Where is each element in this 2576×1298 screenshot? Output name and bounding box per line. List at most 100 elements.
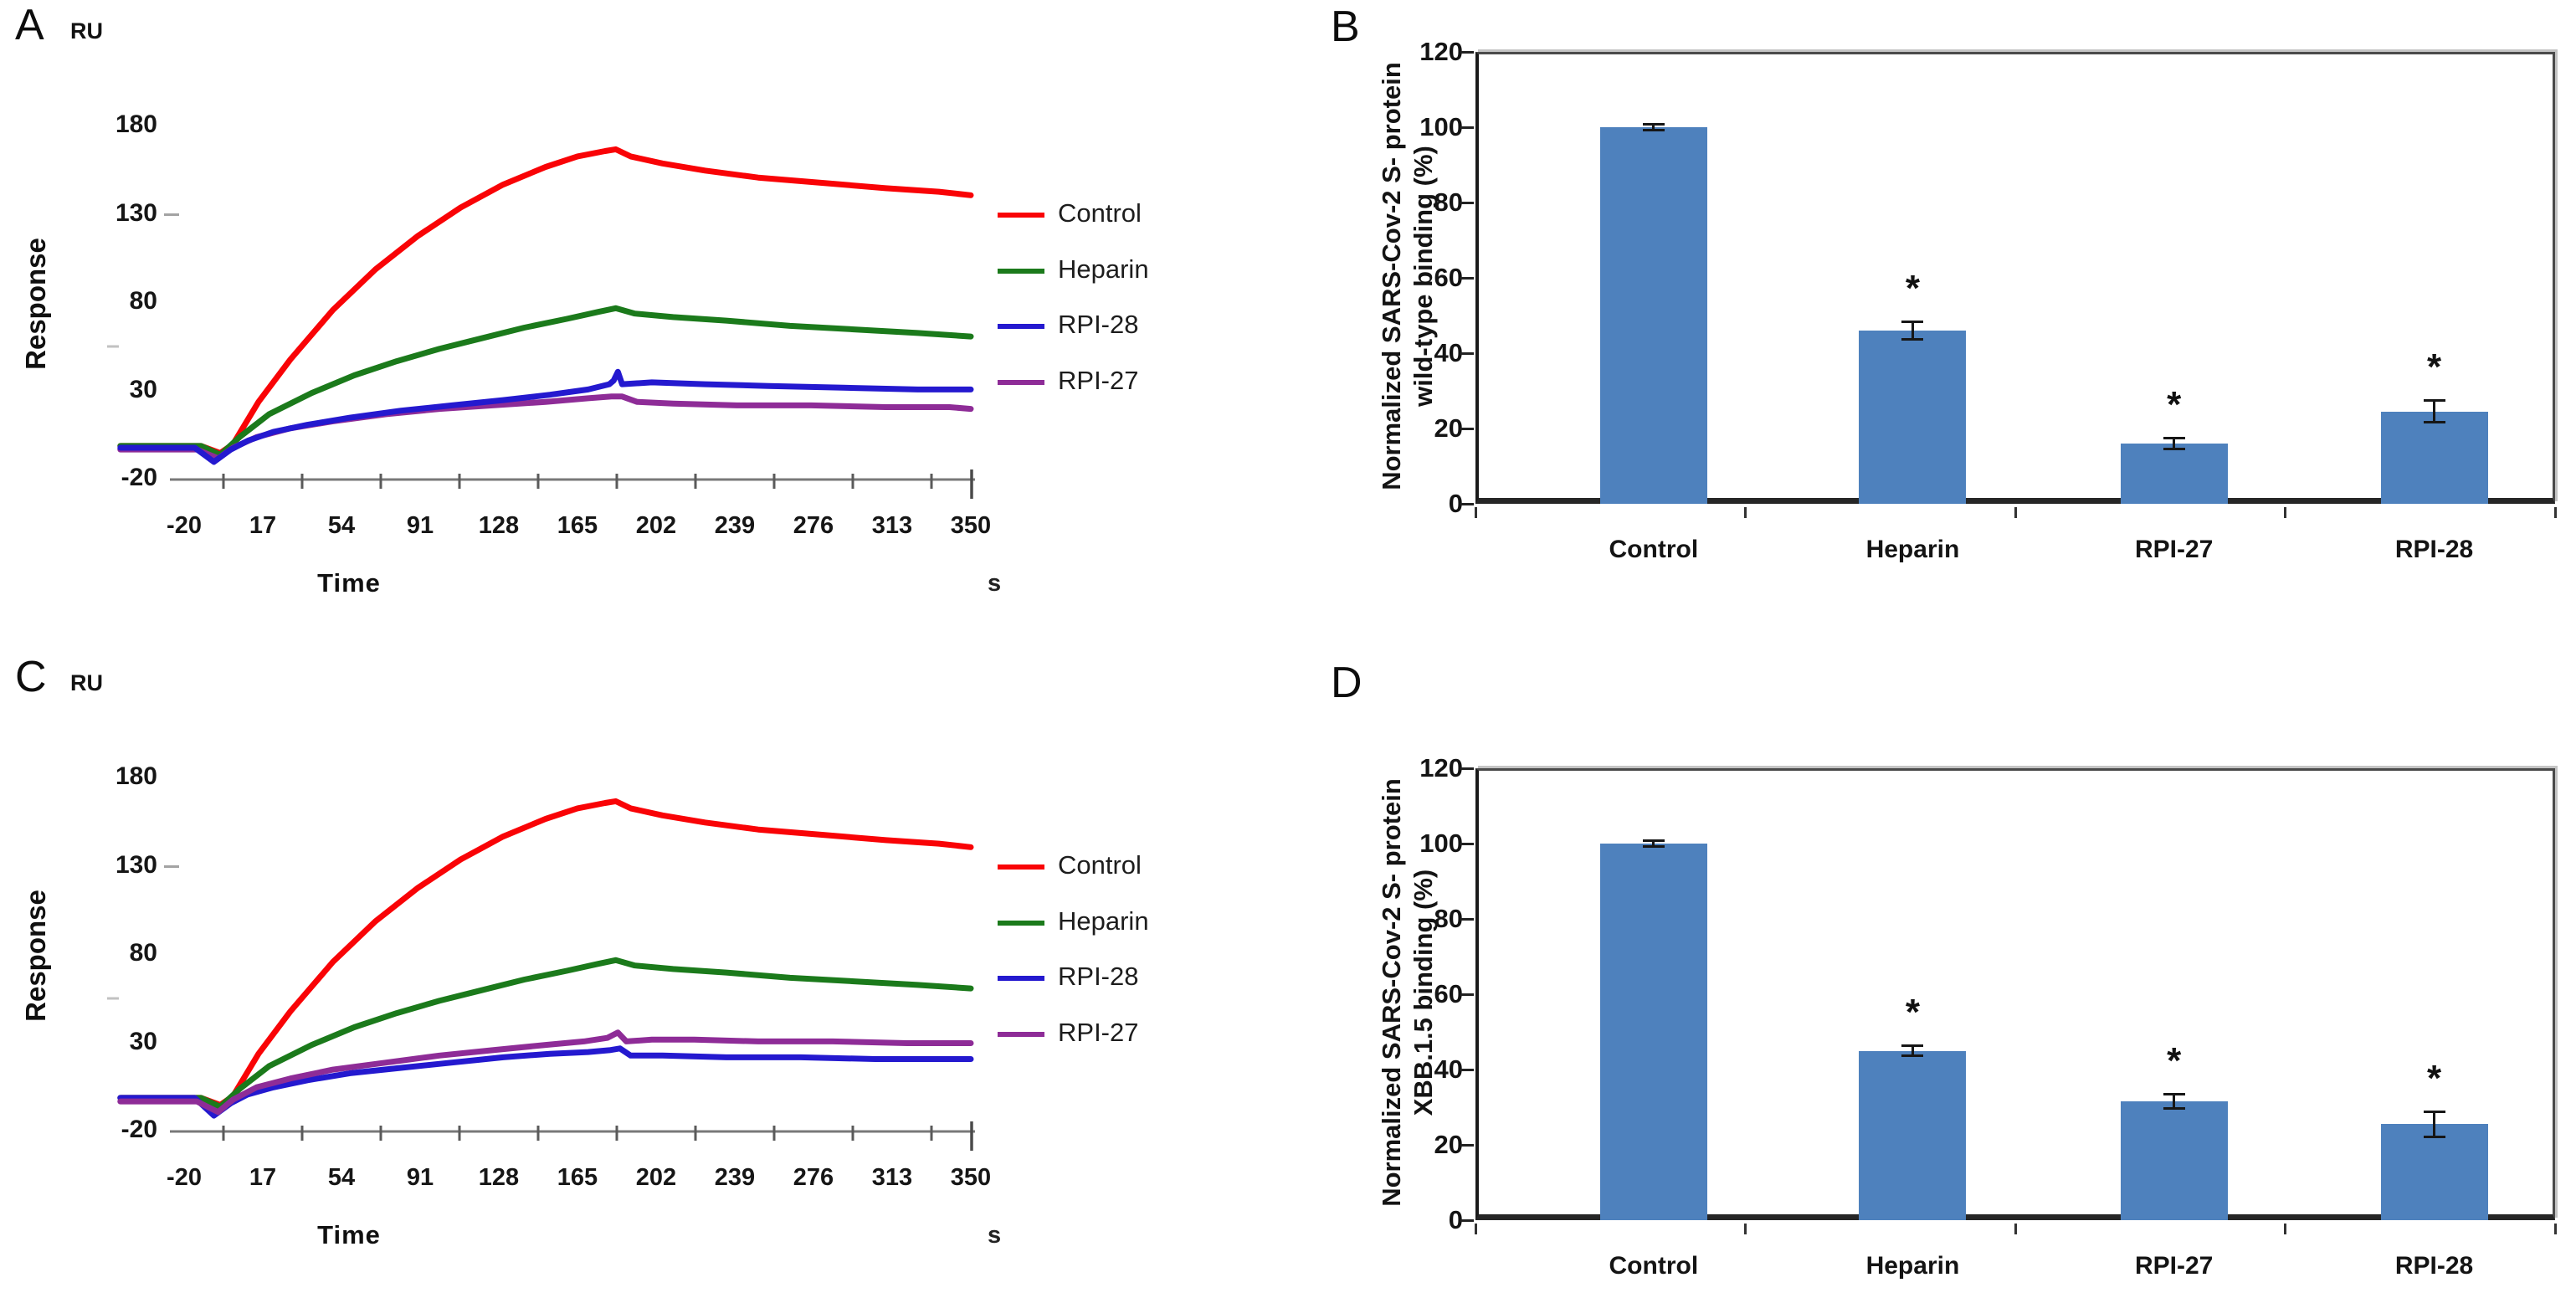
x-tick-mark (1474, 507, 1477, 518)
x-category-label: Heparin (1865, 1252, 1960, 1280)
x-category-label: RPI-28 (2394, 536, 2474, 563)
x-tick-label: 313 (871, 512, 913, 539)
x-tick-mark (2284, 1224, 2286, 1234)
y-tick-mark (1460, 202, 1474, 204)
x-tick-label: 350 (950, 1164, 992, 1191)
y-tick-label: 130 (115, 850, 157, 879)
plot-frame (1475, 52, 2555, 504)
x-tick-label: -20 (167, 1164, 202, 1191)
y-tick-label: 0 (1448, 1205, 1463, 1234)
y-tick-label: 30 (129, 1027, 157, 1055)
panel-a-sensorgram-wildtype: A RU Response Time s 180 130 80 30 -20 -20 17 5… (0, 0, 1296, 652)
barchart-plot-area: 120 100 80 60 40 20 0 Control * Heparin * RPI-27 * RP… (1306, 0, 2576, 652)
legend-swatch-rpi-27 (998, 379, 1044, 385)
legend-label: Heparin (1058, 906, 1149, 936)
y-tick-mark (1460, 1219, 1474, 1222)
y-tick-mark (1460, 767, 1474, 770)
x-tick-mark (2553, 507, 2557, 518)
panel-d-barchart-xbb15: D Normalized SARS-Cov-2 S- protein XBB.1… (1306, 653, 2576, 1298)
y-tick-label: -20 (121, 464, 157, 491)
error-bar (2433, 1111, 2436, 1137)
x-tick-label: 202 (635, 1164, 677, 1191)
y-tick-label: 40 (1434, 1054, 1463, 1084)
y-tick-label: 180 (115, 762, 157, 790)
x-tick-label: 54 (327, 512, 356, 539)
error-bar (2433, 400, 2436, 423)
y-tick-mark (1460, 1069, 1474, 1071)
panel-label-c: C (15, 653, 47, 701)
x-axis-unit-label: s (988, 1222, 1002, 1249)
y-tick-mark (1460, 126, 1474, 129)
x-tick-mark (2284, 507, 2286, 518)
y-tick-label: 20 (1434, 1130, 1463, 1159)
legend-swatch-control (998, 213, 1044, 218)
sensorgram-plot-area: 180 130 80 30 -20 -20 17 54 91 128 165 202 239 276 313… (0, 0, 1296, 652)
y-tick-label: 80 (1434, 904, 1463, 933)
bar-rpi-28 (2380, 411, 2488, 504)
legend-swatch-heparin (998, 268, 1044, 274)
error-bar-cap (1642, 123, 1665, 126)
legend-swatch-heparin (998, 920, 1044, 926)
bar-heparin (1859, 331, 1967, 504)
error-bar (2173, 1094, 2176, 1110)
x-category-label: Control (1609, 1252, 1699, 1280)
x-tick-label: 165 (557, 512, 598, 539)
error-bar-cap (2423, 399, 2445, 403)
legend-swatch-control (998, 864, 1044, 870)
x-tick-label: 54 (327, 1164, 356, 1191)
error-bar-cap (2163, 437, 2185, 440)
y-tick-mark (1460, 428, 1474, 430)
error-bar (1652, 124, 1655, 131)
y-axis-unit-label: RU (70, 18, 103, 44)
y-tick-label: 20 (1434, 413, 1463, 443)
curve-control (117, 146, 974, 456)
x-tick-mark (1744, 1224, 1747, 1234)
legend-swatch-rpi-27 (998, 1031, 1044, 1037)
x-tick-label: 91 (406, 1164, 434, 1191)
error-bar-cap (2163, 447, 2185, 450)
y-tick-mark (1460, 1144, 1474, 1147)
panel-c-sensorgram-xbb15: C RU Response Time s 180 130 80 30 -20 -20 17 5… (0, 652, 1296, 1298)
legend-label: RPI-28 (1058, 310, 1139, 339)
legend-swatch-rpi-28 (998, 324, 1044, 329)
x-tick-label: 128 (478, 512, 520, 539)
legend-label: RPI-28 (1058, 962, 1139, 991)
bar-control (1599, 127, 1707, 504)
significance-marker: * (1905, 991, 1920, 1033)
legend-label: RPI-27 (1058, 365, 1139, 395)
y-tick-mark (1460, 277, 1474, 280)
x-axis-title: Time (317, 1220, 381, 1249)
y-tick-label: 80 (129, 939, 157, 967)
panel-label-b: B (1331, 3, 1360, 51)
x-tick-label: 276 (793, 512, 834, 539)
y-tick-mark (1460, 993, 1474, 996)
x-category-label: Heparin (1865, 536, 1960, 563)
x-tick-label: 350 (950, 512, 992, 539)
x-axis-title: Time (317, 568, 381, 598)
significance-marker: * (1905, 267, 1920, 309)
x-tick-label: 17 (249, 512, 277, 539)
curve-control (117, 798, 974, 1108)
error-bar-cap (2163, 1093, 2185, 1096)
significance-marker: * (2426, 346, 2442, 388)
barchart-plot-area: 120 100 80 60 40 20 0 Control * Heparin * RPI-27 * RP… (1306, 653, 2576, 1298)
error-bar-cap (2423, 1110, 2445, 1113)
x-tick-label: 276 (793, 1164, 834, 1191)
y-tick-label: 60 (1434, 979, 1463, 1008)
bar-heparin (1859, 1050, 1967, 1220)
x-tick-label: -20 (167, 512, 202, 539)
bar-rpi-27 (2120, 1101, 2228, 1220)
x-tick-label: 91 (406, 512, 434, 539)
x-tick-mark (2014, 507, 2017, 518)
bar-rpi-28 (2380, 1124, 2488, 1220)
x-tick-mark (1744, 507, 1747, 518)
x-axis-unit-label: s (988, 570, 1002, 597)
error-bar (1652, 840, 1655, 847)
error-bar-cap (2423, 1136, 2445, 1138)
x-tick-label: 239 (714, 512, 756, 539)
panel-b-barchart-wildtype: B Normalized SARS-Cov-2 S- protein wild-… (1306, 0, 2576, 652)
x-category-label: RPI-28 (2394, 1252, 2474, 1280)
y-tick-mark (1460, 352, 1474, 355)
panel-label-a: A (15, 1, 44, 49)
